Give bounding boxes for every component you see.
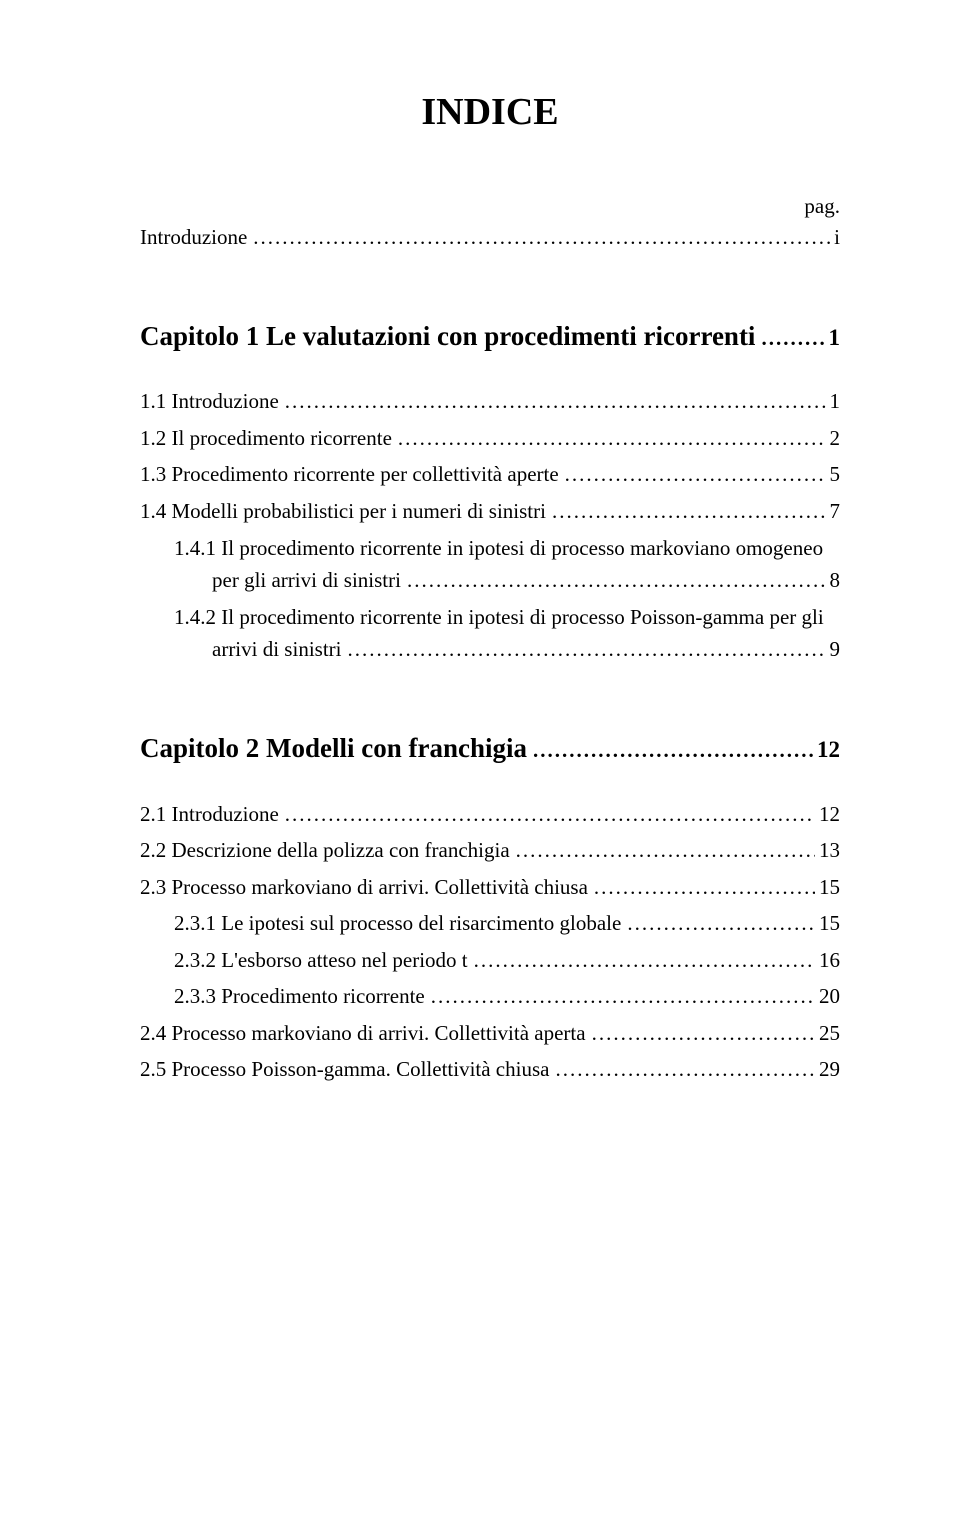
toc-subsection-line: 2.3.2 L'esborso atteso nel periodo t 16 <box>140 944 840 977</box>
document-page: INDICE pag. Introduzione i Capitolo 1 Le… <box>0 0 960 1529</box>
toc-entry-page: 7 <box>826 495 841 528</box>
toc-entry-label: 1.4.2 Il procedimento ricorrente in ipot… <box>140 601 840 634</box>
toc-entry-page: 20 <box>815 980 840 1013</box>
toc-entry-label: 1.4 Modelli probabilistici per i numeri … <box>140 495 546 528</box>
toc-entry-label: 2.3.2 L'esborso atteso nel periodo t <box>140 944 468 977</box>
toc-section-line: 2.3 Processo markoviano di arrivi. Colle… <box>140 871 840 904</box>
toc-subsection-line: 1.4.2 Il procedimento ricorrente in ipot… <box>140 601 840 666</box>
toc-entry-page: 12 <box>815 798 840 831</box>
toc-section-line: 2.2 Descrizione della polizza con franch… <box>140 834 840 867</box>
toc-section-line: 1.1 Introduzione 1 <box>140 385 840 418</box>
dot-leader <box>586 1017 815 1050</box>
dot-leader <box>342 633 826 666</box>
document-title: INDICE <box>140 90 840 134</box>
toc-entry-continuation-row: arrivi di sinistri 9 <box>140 633 840 666</box>
toc-entry-continuation: arrivi di sinistri <box>140 633 342 666</box>
toc-entry-page: 15 <box>815 871 840 904</box>
toc-entry-label: 2.1 Introduzione <box>140 798 279 831</box>
dot-leader <box>755 322 824 355</box>
toc-entry-page: 29 <box>815 1053 840 1086</box>
toc-entry-page: 2 <box>826 422 841 455</box>
toc-intro-page: i <box>830 221 840 254</box>
dot-leader <box>425 980 815 1013</box>
chapter-heading-page: 1 <box>825 320 841 356</box>
toc-entry-page: 13 <box>815 834 840 867</box>
toc-section-line: 1.4 Modelli probabilistici per i numeri … <box>140 495 840 528</box>
toc-section-line: 2.5 Processo Poisson-gamma. Collettività… <box>140 1053 840 1086</box>
dot-leader <box>588 871 815 904</box>
toc-entry-page: 25 <box>815 1017 840 1050</box>
dot-leader <box>468 944 815 977</box>
toc-subsection-line: 1.4.1 Il procedimento ricorrente in ipot… <box>140 532 840 597</box>
toc-entry-page: 9 <box>826 633 841 666</box>
toc-intro-label: Introduzione <box>140 221 247 254</box>
toc-subsection-line: 2.3.1 Le ipotesi sul processo del risarc… <box>140 907 840 940</box>
chapter-heading-page: 12 <box>813 732 840 768</box>
toc-chapters: Capitolo 1 Le valutazioni con procedimen… <box>140 316 840 1086</box>
toc-entry-label: 2.3.1 Le ipotesi sul processo del risarc… <box>140 907 621 940</box>
toc-entry-continuation: per gli arrivi di sinistri <box>140 564 401 597</box>
toc-entry-page: 16 <box>815 944 840 977</box>
toc-entry-label: 2.3.3 Procedimento ricorrente <box>140 980 425 1013</box>
toc-intro-line: Introduzione i <box>140 221 840 254</box>
chapter-heading-label: Capitolo 1 Le valutazioni con procedimen… <box>140 316 755 358</box>
dot-leader <box>279 385 826 418</box>
dot-leader <box>392 422 826 455</box>
toc-entry-label: 1.1 Introduzione <box>140 385 279 418</box>
toc-entry-label: 1.3 Procedimento ricorrente per colletti… <box>140 458 559 491</box>
toc-entry-page: 5 <box>826 458 841 491</box>
page-column-header: pag. <box>140 194 840 219</box>
dot-leader <box>247 221 830 254</box>
dot-leader <box>527 734 813 767</box>
toc-entry-continuation-row: per gli arrivi di sinistri 8 <box>140 564 840 597</box>
toc-entry-label: 2.5 Processo Poisson-gamma. Collettività… <box>140 1053 549 1086</box>
dot-leader <box>401 564 826 597</box>
dot-leader <box>549 1053 815 1086</box>
dot-leader <box>510 834 815 867</box>
dot-leader <box>546 495 826 528</box>
toc-chapter-heading: Capitolo 2 Modelli con franchigia 12 <box>140 728 840 770</box>
toc-entry-label: 2.2 Descrizione della polizza con franch… <box>140 834 510 867</box>
toc-entry-label: 1.4.1 Il procedimento ricorrente in ipot… <box>140 532 840 565</box>
dot-leader <box>279 798 815 831</box>
toc-entry-label: 2.4 Processo markoviano di arrivi. Colle… <box>140 1017 586 1050</box>
toc-subsection-line: 2.3.3 Procedimento ricorrente 20 <box>140 980 840 1013</box>
toc-section-line: 2.1 Introduzione 12 <box>140 798 840 831</box>
toc-entry-label: 2.3 Processo markoviano di arrivi. Colle… <box>140 871 588 904</box>
toc-section-line: 1.2 Il procedimento ricorrente 2 <box>140 422 840 455</box>
dot-leader <box>559 458 826 491</box>
toc-section-line: 1.3 Procedimento ricorrente per colletti… <box>140 458 840 491</box>
toc-entry-page: 15 <box>815 907 840 940</box>
chapter-heading-label: Capitolo 2 Modelli con franchigia <box>140 728 527 770</box>
dot-leader <box>621 907 815 940</box>
toc-entry-page: 1 <box>826 385 841 418</box>
toc-chapter-heading: Capitolo 1 Le valutazioni con procedimen… <box>140 316 840 358</box>
toc-section-line: 2.4 Processo markoviano di arrivi. Colle… <box>140 1017 840 1050</box>
toc-entry-page: 8 <box>826 564 841 597</box>
toc-entry-label: 1.2 Il procedimento ricorrente <box>140 422 392 455</box>
